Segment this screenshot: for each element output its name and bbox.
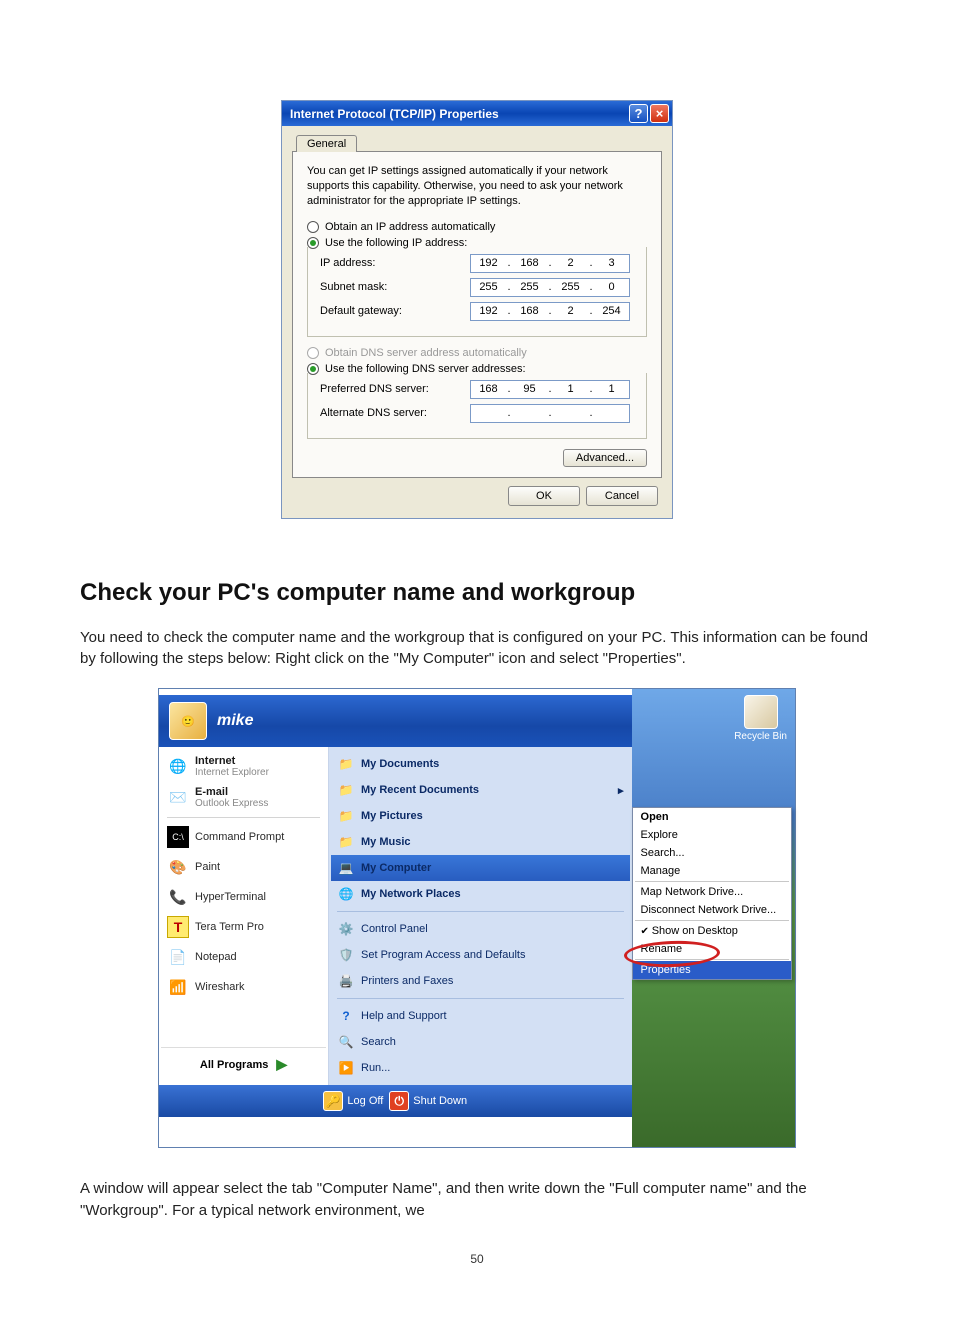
folder-icon: 📁 — [337, 833, 355, 851]
radio-obtain-ip-auto[interactable]: Obtain an IP address automatically — [307, 221, 647, 233]
start-item-search[interactable]: 🔍 Search — [331, 1029, 630, 1055]
search-icon: 🔍 — [337, 1033, 355, 1051]
separator — [167, 817, 320, 818]
ctx-show-on-desktop[interactable]: Show on Desktop — [633, 922, 791, 940]
user-name: mike — [217, 712, 253, 730]
input-subnet-mask[interactable]: 255. 255. 255. 0 — [470, 278, 630, 297]
paragraph-1: You need to check the computer name and … — [80, 627, 874, 671]
start-menu-right-column: 📁 My Documents 📁 My Recent Documents ▸ 📁… — [329, 747, 632, 1085]
dialog-title: Internet Protocol (TCP/IP) Properties — [290, 107, 499, 121]
recycle-bin[interactable]: Recycle Bin — [734, 695, 787, 742]
dialog-titlebar: Internet Protocol (TCP/IP) Properties ? … — [282, 101, 672, 126]
hyperterminal-icon: 📞 — [167, 886, 189, 908]
radio-icon — [307, 347, 319, 359]
close-button[interactable]: × — [650, 104, 669, 123]
start-item-my-documents[interactable]: 📁 My Documents — [331, 751, 630, 777]
paragraph-2: A window will appear select the tab "Com… — [80, 1178, 874, 1222]
start-item-run[interactable]: ▶️ Run... — [331, 1055, 630, 1081]
help-button[interactable]: ? — [629, 104, 648, 123]
notepad-icon: 📄 — [167, 946, 189, 968]
ctx-map-network-drive[interactable]: Map Network Drive... — [633, 883, 791, 901]
start-menu-screenshot: 🙂 mike 🌐 InternetInternet Explorer ✉️ E-… — [158, 688, 796, 1148]
arrow-right-icon: ▸ — [618, 784, 624, 797]
page-number: 50 — [80, 1252, 874, 1266]
tcpip-properties-dialog: Internet Protocol (TCP/IP) Properties ? … — [281, 100, 673, 519]
computer-icon: 💻 — [337, 859, 355, 877]
start-menu-header: 🙂 mike — [159, 695, 632, 747]
separator — [635, 920, 789, 921]
input-default-gateway[interactable]: 192. 168. 2. 254 — [470, 302, 630, 321]
start-item-email[interactable]: ✉️ E-mailOutlook Express — [161, 782, 326, 813]
wireshark-icon: 📶 — [167, 976, 189, 998]
tab-general[interactable]: General — [296, 135, 357, 152]
label-default-gateway: Default gateway: — [320, 305, 470, 317]
input-preferred-dns[interactable]: 168. 95. 1. 1 — [470, 380, 630, 399]
start-item-internet[interactable]: 🌐 InternetInternet Explorer — [161, 751, 326, 782]
ctx-explore[interactable]: Explore — [633, 826, 791, 844]
program-access-icon: 🛡️ — [337, 946, 355, 964]
dialog-description: You can get IP settings assigned automat… — [307, 164, 647, 209]
start-item-control-panel[interactable]: ⚙️ Control Panel — [331, 916, 630, 942]
network-icon: 🌐 — [337, 885, 355, 903]
ctx-disconnect-network-drive[interactable]: Disconnect Network Drive... — [633, 901, 791, 919]
start-item-hyperterminal[interactable]: 📞 HyperTerminal — [161, 882, 326, 912]
desktop-background: Recycle Bin Open Explore Search... Manag… — [632, 689, 795, 1147]
separator — [635, 881, 789, 882]
logoff-button[interactable]: 🔑 Log Off — [323, 1091, 383, 1111]
start-item-recent-documents[interactable]: 📁 My Recent Documents ▸ — [331, 777, 630, 803]
ctx-open[interactable]: Open — [633, 808, 791, 826]
start-item-program-access[interactable]: 🛡️ Set Program Access and Defaults — [331, 942, 630, 968]
start-item-my-music[interactable]: 📁 My Music — [331, 829, 630, 855]
all-programs[interactable]: All Programs ▶ — [161, 1047, 326, 1081]
start-menu-left-column: 🌐 InternetInternet Explorer ✉️ E-mailOut… — [159, 747, 329, 1085]
radio-obtain-dns-auto: Obtain DNS server address automatically — [307, 347, 647, 359]
control-panel-icon: ⚙️ — [337, 920, 355, 938]
internet-icon: 🌐 — [167, 756, 189, 778]
section-heading: Check your PC's computer name and workgr… — [80, 579, 874, 607]
start-item-my-pictures[interactable]: 📁 My Pictures — [331, 803, 630, 829]
start-item-notepad[interactable]: 📄 Notepad — [161, 942, 326, 972]
paint-icon: 🎨 — [167, 856, 189, 878]
start-menu-footer: 🔑 Log Off ⏻ Shut Down — [159, 1085, 632, 1117]
start-item-wireshark[interactable]: 📶 Wireshark — [161, 972, 326, 1002]
dns-group: Preferred DNS server: 168. 95. 1. 1 Alte… — [307, 373, 647, 439]
input-alternate-dns[interactable]: . . . — [470, 404, 630, 423]
separator — [337, 998, 624, 999]
shutdown-button[interactable]: ⏻ Shut Down — [389, 1091, 467, 1111]
ip-group: IP address: 192. 168. 2. 3 Subnet mask: … — [307, 247, 647, 337]
folder-icon: 📁 — [337, 807, 355, 825]
start-item-paint[interactable]: 🎨 Paint — [161, 852, 326, 882]
email-icon: ✉️ — [167, 787, 189, 809]
label-alternate-dns: Alternate DNS server: — [320, 407, 470, 419]
arrow-right-icon: ▶ — [276, 1056, 287, 1073]
start-item-help[interactable]: ? Help and Support — [331, 1003, 630, 1029]
ctx-search[interactable]: Search... — [633, 844, 791, 862]
printer-icon: 🖨️ — [337, 972, 355, 990]
radio-icon — [307, 221, 319, 233]
start-item-command-prompt[interactable]: C:\ Command Prompt — [161, 822, 326, 852]
cmd-icon: C:\ — [167, 826, 189, 848]
ctx-manage[interactable]: Manage — [633, 862, 791, 880]
label-preferred-dns: Preferred DNS server: — [320, 383, 470, 395]
input-ip-address[interactable]: 192. 168. 2. 3 — [470, 254, 630, 273]
recycle-bin-icon — [744, 695, 778, 729]
label-ip-address: IP address: — [320, 257, 470, 269]
start-item-network-places[interactable]: 🌐 My Network Places — [331, 881, 630, 907]
cancel-button[interactable]: Cancel — [586, 486, 658, 506]
start-item-printers[interactable]: 🖨️ Printers and Faxes — [331, 968, 630, 994]
user-avatar-icon: 🙂 — [169, 702, 207, 740]
separator — [337, 911, 624, 912]
shutdown-icon: ⏻ — [389, 1091, 409, 1111]
ok-button[interactable]: OK — [508, 486, 580, 506]
help-icon: ? — [337, 1007, 355, 1025]
folder-icon: 📁 — [337, 755, 355, 773]
logoff-icon: 🔑 — [323, 1091, 343, 1111]
advanced-button[interactable]: Advanced... — [563, 449, 647, 467]
folder-icon: 📁 — [337, 781, 355, 799]
label-subnet-mask: Subnet mask: — [320, 281, 470, 293]
tera-term-icon: T — [167, 916, 189, 938]
start-item-my-computer[interactable]: 💻 My Computer — [331, 855, 630, 881]
run-icon: ▶️ — [337, 1059, 355, 1077]
start-item-tera-term[interactable]: T Tera Term Pro — [161, 912, 326, 942]
